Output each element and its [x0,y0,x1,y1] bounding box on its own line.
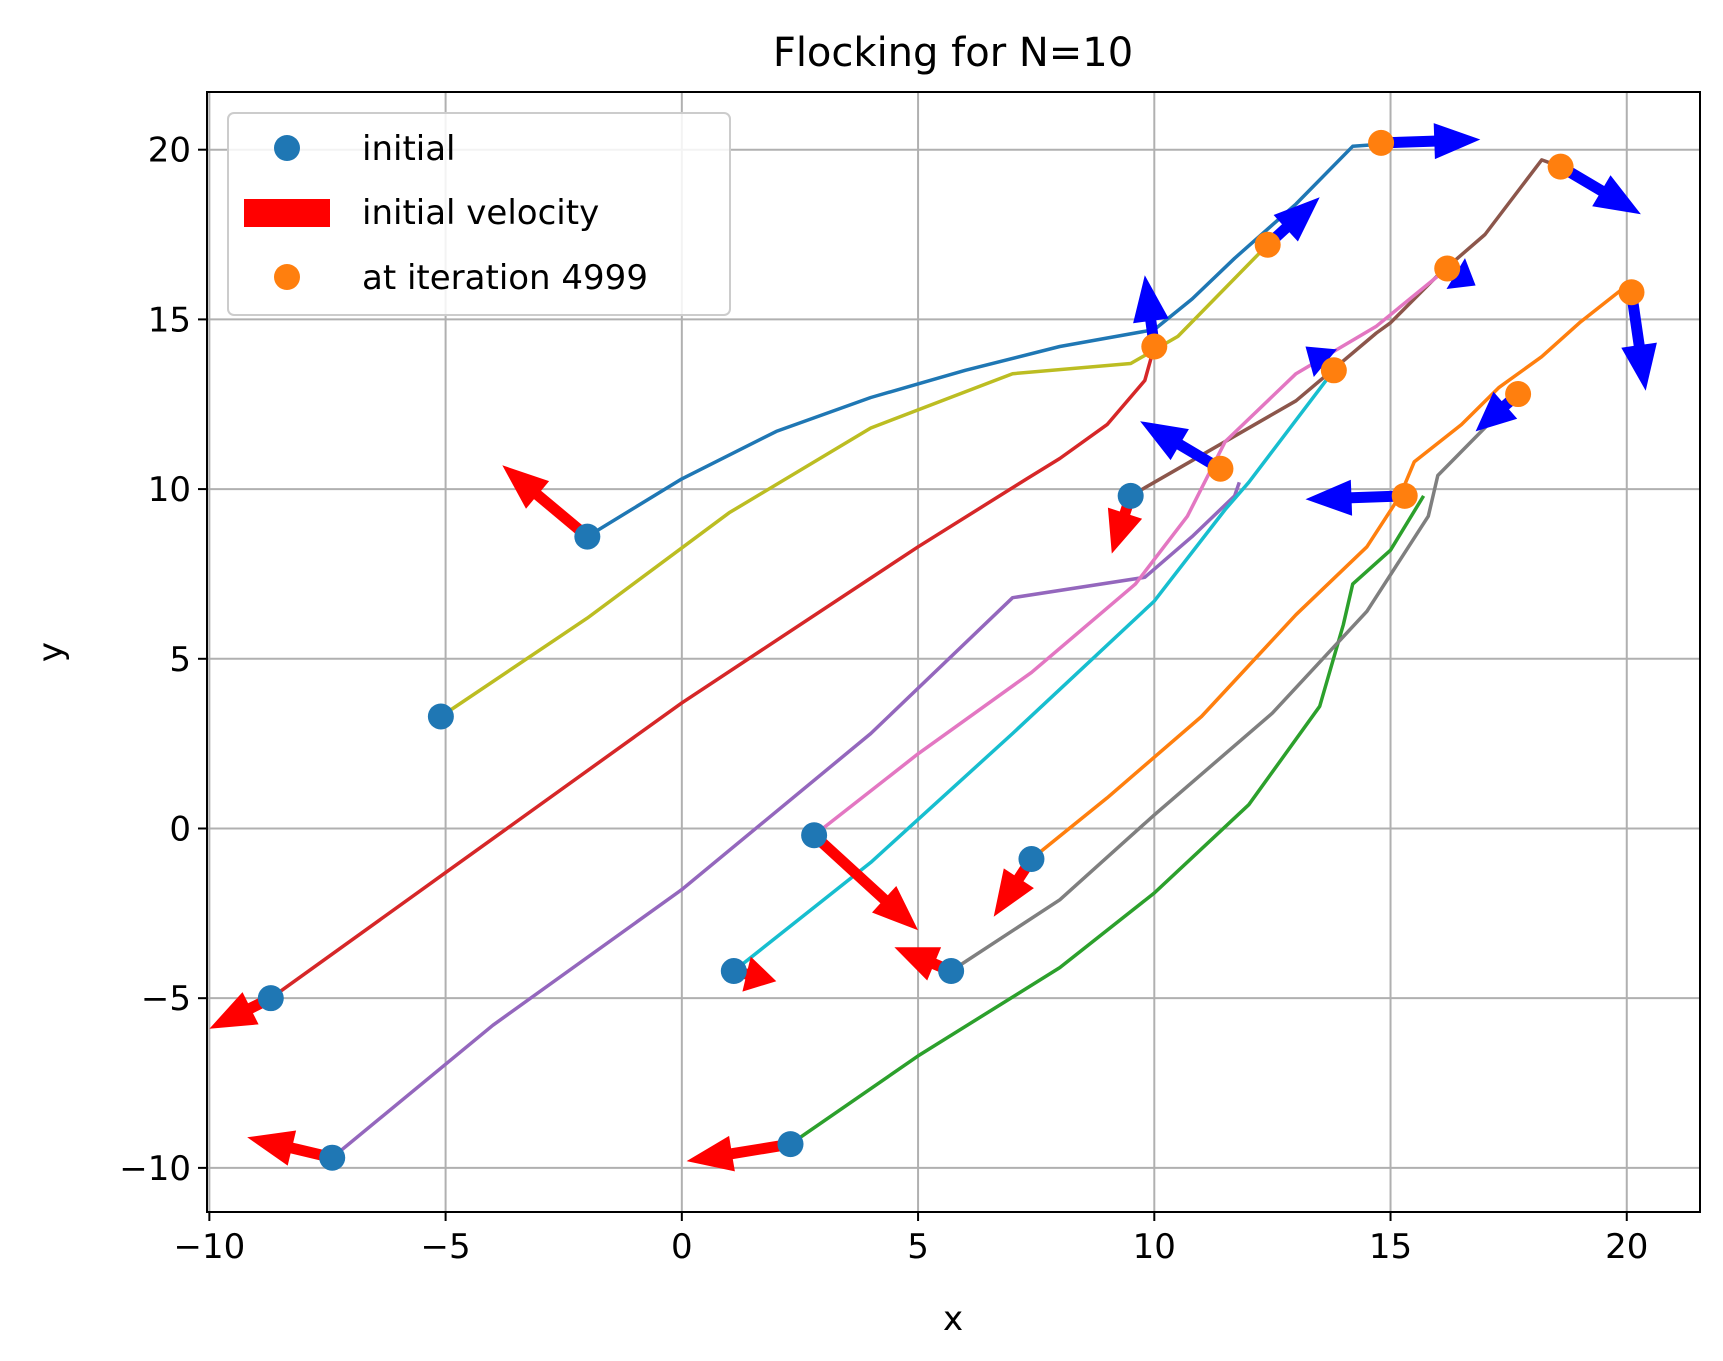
final-position-point [1618,279,1645,306]
x-tick-label: −10 [173,1227,245,1267]
initial-velocity-arrow [810,831,919,931]
trajectory-line [813,267,1449,837]
final-velocity-arrow [1557,161,1641,215]
y-tick-label: 15 [148,300,191,340]
final-position-point [1505,381,1532,408]
legend-velocity-marker [244,199,330,227]
legend-final-label: at iteration 4999 [362,258,648,298]
final-velocity-arrow [1380,123,1481,160]
initial-position-point [1018,846,1045,873]
final-position-point [1391,482,1418,509]
trajectory-line [950,392,1520,973]
legend-velocity-label: initial velocity [362,193,599,233]
x-tick-label: 0 [671,1227,693,1267]
initial-position-point [938,958,965,985]
position-markers [257,129,1645,1171]
final-velocity-arrow [1621,291,1657,391]
y-tick-label: 5 [169,640,191,680]
y-axis-label: y [31,642,71,662]
final-velocity-arrow [1264,197,1320,249]
initial-position-point [427,703,454,730]
final-velocity-arrow [1140,421,1224,474]
final-position-point [1547,153,1574,180]
final-position-point [1254,231,1281,258]
plot-frame [206,91,1701,1213]
trajectory-line [1030,284,1628,861]
legend-initial-marker [274,135,300,161]
initial-velocity-arrow [1107,494,1143,554]
trajectory-lines [269,141,1628,1160]
y-tick-label: 10 [148,470,191,510]
initial-position-point [1117,482,1144,509]
initial-position-point [574,523,601,550]
initial-position-point [777,1131,804,1158]
final-velocity-arrow [1133,275,1169,348]
final-velocity-arrow [1305,479,1405,516]
legend-final-marker [274,264,300,290]
y-tick-label: 20 [148,131,191,171]
final-position-point [1434,255,1461,282]
initial-velocity-arrow [247,1130,334,1166]
initial-velocity-arrow [209,992,274,1029]
x-tick-label: −5 [421,1227,471,1267]
trajectory-line [732,369,1336,973]
initial-velocity-arrow [732,956,777,992]
trajectory-line [586,141,1401,539]
legend-initial-label: initial [362,129,456,169]
axis-ticks: −10 −5 0 5 10 15 20 −10 −5 0 5 10 15 20 [119,131,1648,1267]
y-tick-label: −10 [119,1149,191,1189]
final-position-point [1207,455,1234,482]
initial-velocity-arrow [993,856,1037,917]
initial-position-point [801,822,828,849]
velocity-arrows [209,123,1657,1172]
initial-velocity-arrow [894,947,954,981]
x-tick-label: 5 [907,1227,929,1267]
final-position-point [1141,333,1168,360]
trajectory-line [269,346,1156,1000]
y-tick-label: −5 [141,979,191,1019]
initial-position-point [257,985,284,1012]
x-tick-label: 10 [1133,1227,1176,1267]
initial-position-point [720,958,747,985]
initial-velocity-arrow [686,1135,792,1172]
trajectory-line [331,481,1241,1160]
final-position-point [1368,129,1395,156]
trajectory-line [1129,158,1562,498]
x-tick-label: 20 [1605,1227,1648,1267]
trajectory-line [789,494,1426,1146]
chart-title: Flocking for N=10 [773,30,1133,76]
legend-box [227,112,731,316]
x-tick-label: 15 [1369,1227,1412,1267]
final-position-point [1320,357,1347,384]
y-tick-label: 0 [169,809,191,849]
trajectory-line [439,243,1269,718]
initial-velocity-arrow [502,465,591,541]
initial-position-point [319,1144,346,1171]
x-axis-label: x [943,1299,963,1339]
legend: initial initial velocity at iteration 49… [227,112,731,316]
